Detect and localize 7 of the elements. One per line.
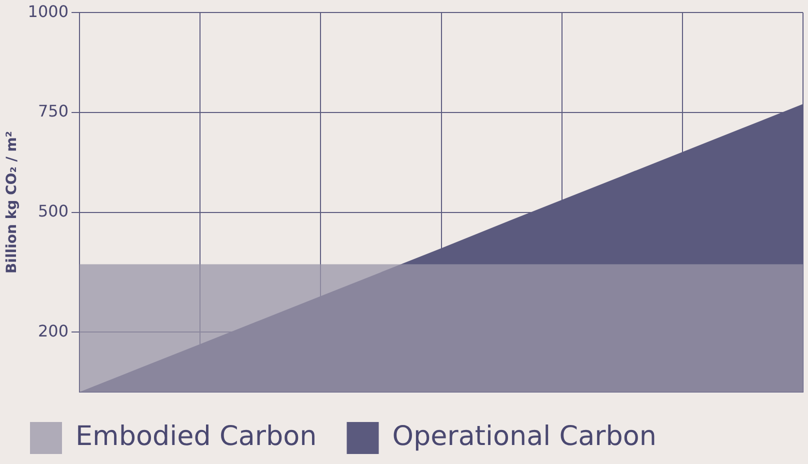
y-tick-label: 500 (38, 201, 69, 220)
y-tick-label: 200 (38, 321, 69, 340)
y-axis-title: Billion kg CO₂ / m² (4, 131, 20, 274)
y-tick-label: 1000 (28, 2, 69, 21)
y-tick-label: 750 (38, 102, 69, 121)
legend-label: Embodied Carbon (76, 421, 317, 452)
legend-label: Operational Carbon (392, 421, 657, 452)
